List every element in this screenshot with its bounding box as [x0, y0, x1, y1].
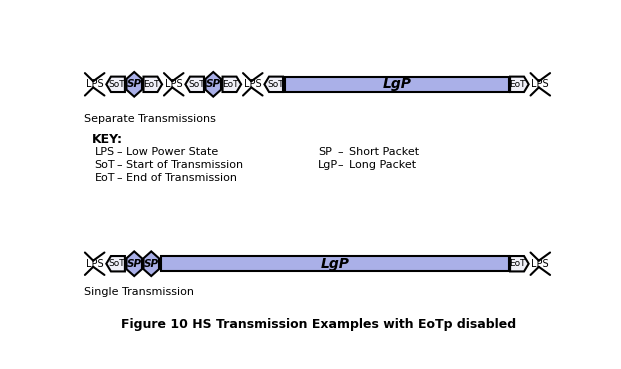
Bar: [161, 256, 509, 272]
Text: SoT: SoT: [109, 259, 125, 268]
Polygon shape: [185, 77, 204, 92]
Text: End of Transmission: End of Transmission: [127, 173, 237, 183]
Text: LgP: LgP: [321, 257, 350, 271]
Polygon shape: [127, 251, 142, 276]
Polygon shape: [222, 77, 241, 92]
Text: LPS: LPS: [86, 79, 104, 89]
Text: LPS: LPS: [165, 79, 183, 89]
Text: LgP: LgP: [318, 160, 338, 170]
Text: SP: SP: [143, 259, 159, 269]
Text: Short Packet: Short Packet: [349, 147, 419, 157]
Polygon shape: [127, 72, 142, 97]
Text: SP: SP: [127, 79, 142, 89]
Text: SoT: SoT: [267, 80, 284, 89]
Text: EoT: EoT: [143, 80, 160, 89]
Text: –: –: [337, 160, 343, 170]
Text: EoT: EoT: [94, 173, 115, 183]
Text: LPS: LPS: [532, 79, 549, 89]
Text: Start of Transmission: Start of Transmission: [127, 160, 243, 170]
Text: SoT: SoT: [109, 80, 125, 89]
Polygon shape: [206, 72, 221, 97]
Text: LPS: LPS: [86, 259, 104, 269]
Text: EoT: EoT: [510, 80, 526, 89]
Polygon shape: [106, 77, 125, 92]
Polygon shape: [265, 77, 283, 92]
Text: –: –: [116, 160, 122, 170]
Polygon shape: [510, 256, 528, 272]
Text: EoT: EoT: [222, 80, 238, 89]
Text: LgP: LgP: [383, 77, 412, 91]
Polygon shape: [143, 251, 159, 276]
Text: –: –: [337, 147, 343, 157]
Text: –: –: [116, 173, 122, 183]
Text: –: –: [116, 147, 122, 157]
Text: Low Power State: Low Power State: [127, 147, 219, 157]
Bar: [285, 77, 509, 92]
Text: Long Packet: Long Packet: [349, 160, 416, 170]
Text: Single Transmission: Single Transmission: [84, 287, 194, 297]
Text: LPS: LPS: [94, 147, 115, 157]
Text: SP: SP: [318, 147, 332, 157]
Text: EoT: EoT: [510, 259, 526, 268]
Text: SP: SP: [206, 79, 221, 89]
Text: SoT: SoT: [94, 160, 116, 170]
Polygon shape: [106, 256, 125, 272]
Text: Figure 10 HS Transmission Examples with EoTp disabled: Figure 10 HS Transmission Examples with …: [120, 318, 516, 331]
Text: SP: SP: [127, 259, 142, 269]
Text: LPS: LPS: [244, 79, 261, 89]
Text: LPS: LPS: [532, 259, 549, 269]
Text: SoT: SoT: [188, 80, 204, 89]
Polygon shape: [510, 77, 528, 92]
Text: KEY:: KEY:: [91, 133, 122, 146]
Polygon shape: [143, 77, 162, 92]
Text: Separate Transmissions: Separate Transmissions: [84, 114, 215, 124]
